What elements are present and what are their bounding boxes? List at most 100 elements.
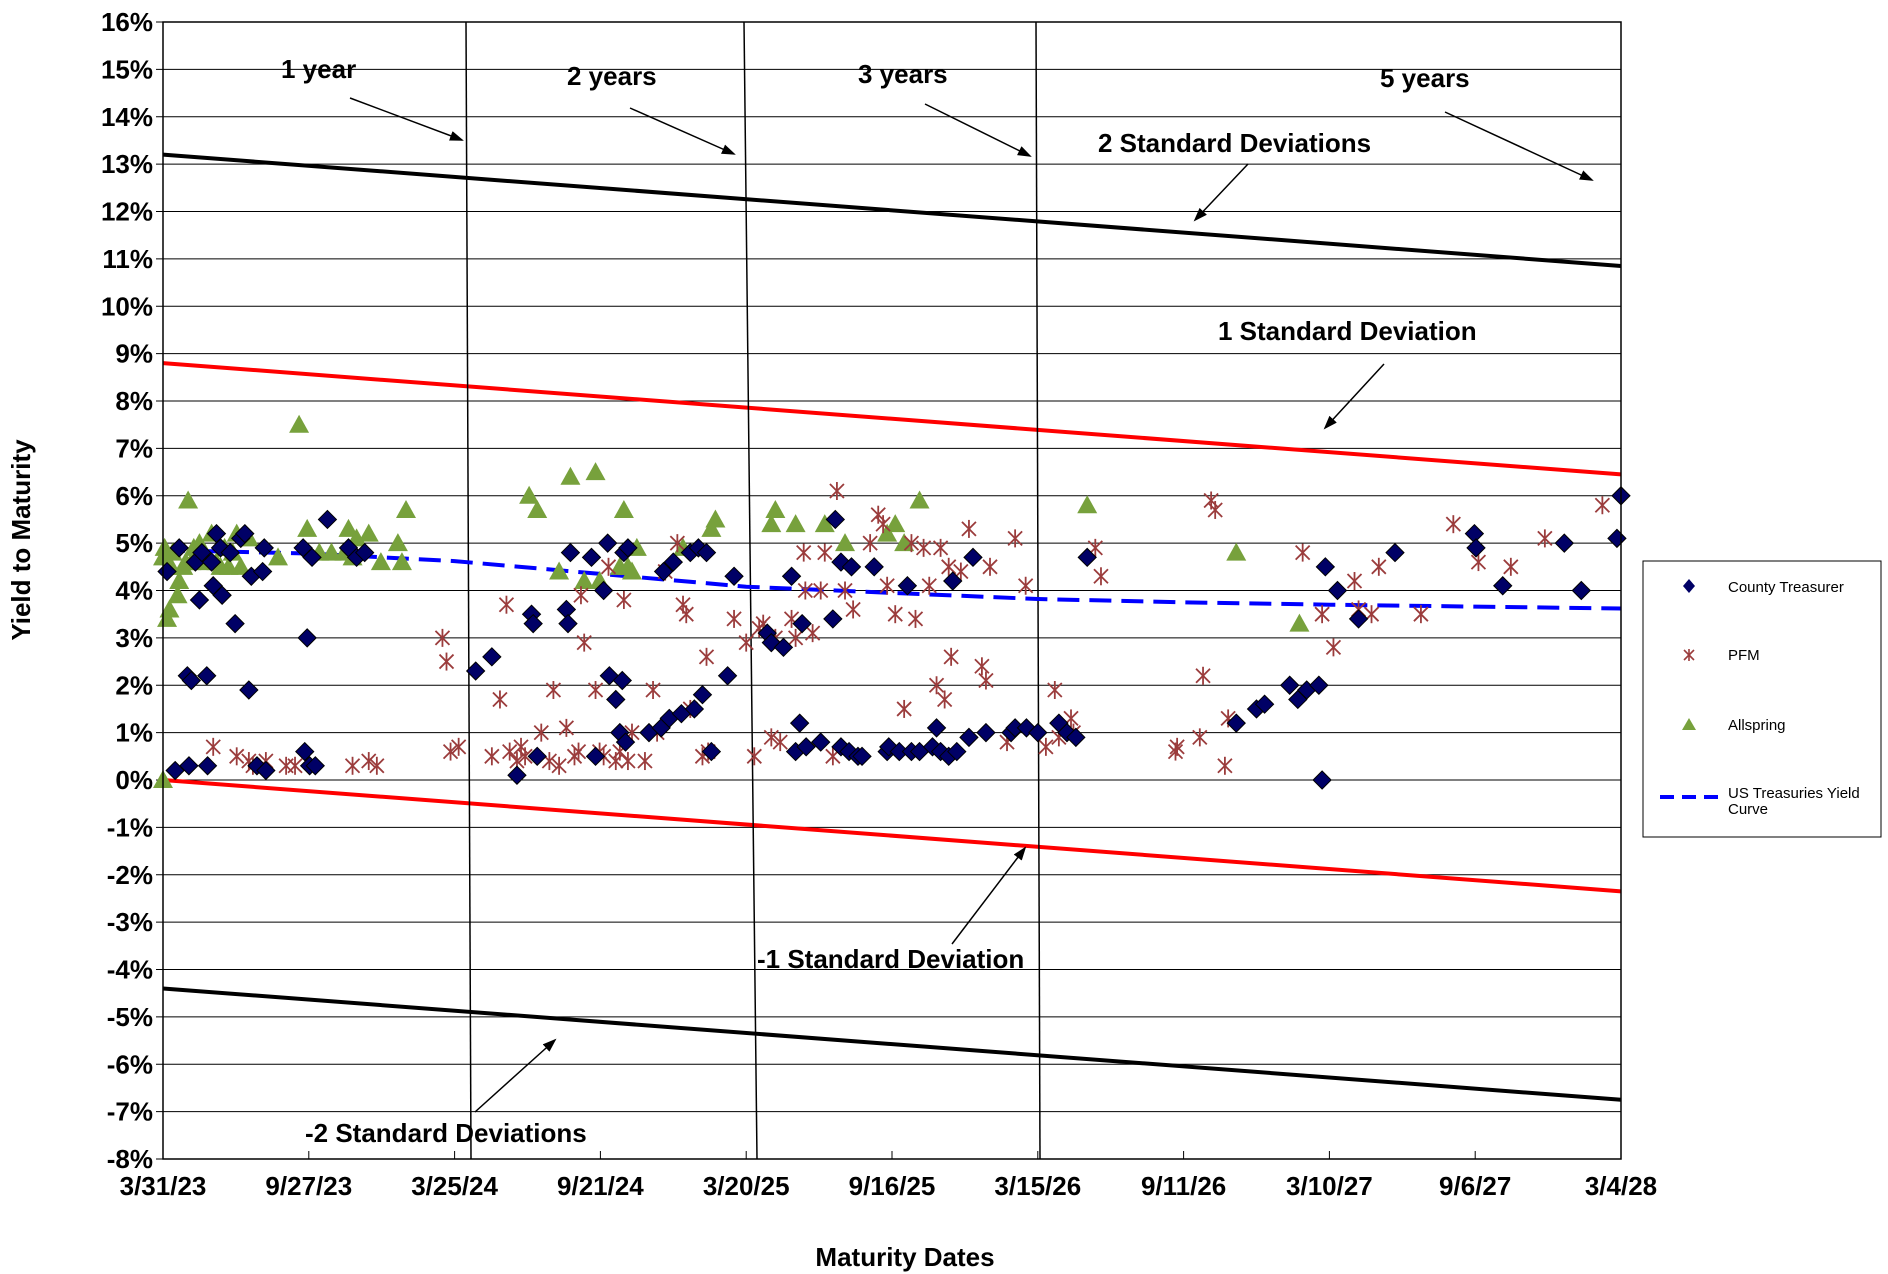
x-tick-label: 3/20/25 — [703, 1171, 790, 1201]
point-county-treasurer — [197, 756, 218, 776]
annotation-2-years: 2 years — [567, 61, 657, 91]
point-pfm — [502, 742, 518, 761]
point-pfm — [1195, 666, 1211, 685]
plot-frame — [162, 21, 1622, 1160]
point-county-treasurer — [943, 571, 963, 591]
point-allspring — [159, 599, 180, 618]
x-tick-label: 3/10/27 — [1286, 1171, 1373, 1201]
legend-label-treasury: US Treasuries Yield Curve — [1728, 785, 1864, 818]
point-county-treasurer — [1607, 528, 1627, 549]
point-pfm — [1295, 543, 1311, 562]
arrow-3-years — [924, 103, 1032, 157]
point-county-treasurer — [482, 647, 502, 667]
point-county-treasurer — [789, 713, 810, 733]
point-county-treasurer — [653, 561, 674, 582]
point-allspring — [527, 499, 548, 518]
point-pfm — [229, 747, 245, 766]
point-pfm — [1470, 553, 1487, 572]
point-pfm — [551, 756, 567, 775]
point-county-treasurer — [796, 737, 816, 757]
point-allspring — [396, 499, 416, 518]
maturity-markers — [465, 21, 1041, 1160]
point-county-treasurer — [527, 746, 547, 767]
annotations: 1 year 2 years 3 years 5 years 2 Standar… — [281, 54, 1594, 1148]
point-pfm — [907, 609, 924, 628]
point-pfm — [484, 747, 500, 766]
point-pfm — [1371, 557, 1387, 576]
point-allspring — [613, 499, 634, 518]
point-allspring — [1289, 613, 1310, 632]
point-pfm — [961, 519, 977, 538]
y-tick-label: 14% — [101, 102, 153, 132]
point-pfm — [1207, 500, 1223, 519]
point-pfm — [943, 647, 959, 666]
y-tick-label: 7% — [115, 433, 153, 463]
point-county-treasurer — [235, 523, 255, 544]
y-tick-label: 16% — [101, 7, 153, 37]
point-pfm — [669, 534, 685, 553]
band-line — [162, 152, 1622, 268]
point-county-treasurer — [297, 628, 317, 648]
point-pfm — [763, 728, 779, 747]
point-county-treasurer — [1385, 542, 1405, 563]
point-allspring — [621, 561, 642, 580]
point-county-treasurer — [1077, 547, 1097, 568]
point-pfm — [205, 737, 221, 756]
point-pfm — [438, 652, 455, 671]
point-pfm — [637, 752, 653, 771]
point-county-treasurer — [189, 590, 210, 610]
point-pfm — [921, 576, 937, 595]
y-tick-label: -3% — [107, 907, 153, 937]
band-line — [162, 361, 1622, 477]
y-tick-label: 1% — [115, 718, 153, 748]
point-allspring — [585, 462, 606, 481]
maturity-marker-line — [743, 21, 758, 1160]
y-tick-label: 5% — [115, 528, 153, 558]
point-allspring — [765, 499, 786, 518]
point-county-treasurer — [1309, 675, 1329, 695]
y-tick-label: 15% — [101, 54, 153, 84]
point-pfm — [361, 752, 377, 771]
point-allspring — [909, 490, 930, 509]
point-county-treasurer — [684, 699, 705, 719]
legend-marker-county-treasurer — [1683, 579, 1695, 593]
x-tick-label: 9/21/24 — [557, 1171, 644, 1201]
point-allspring — [835, 533, 856, 552]
band-line — [162, 986, 1622, 1102]
arrow-5-years — [1444, 111, 1594, 181]
point-pfm — [903, 534, 920, 553]
point-county-treasurer — [560, 542, 581, 563]
point-county-treasurer — [825, 509, 846, 530]
point-pfm — [1445, 515, 1461, 534]
point-pfm — [558, 718, 575, 737]
point-county-treasurer — [922, 737, 943, 757]
point-pfm — [1038, 737, 1054, 756]
maturity-marker-line — [1035, 21, 1041, 1160]
point-county-treasurer — [181, 670, 202, 691]
plot-border — [162, 21, 1622, 1160]
point-county-treasurer — [201, 552, 222, 572]
point-county-treasurer — [1466, 538, 1486, 558]
point-county-treasurer — [354, 542, 375, 563]
annotation-3-years: 3 years — [858, 59, 948, 89]
point-pfm — [787, 628, 804, 647]
point-pfm — [587, 680, 604, 699]
point-pfm — [570, 742, 587, 761]
point-pfm — [369, 756, 385, 775]
point-county-treasurer — [831, 737, 851, 757]
legend-label-allspring: Allspring — [1728, 717, 1786, 734]
arrow-2-years — [629, 107, 736, 155]
point-county-treasurer — [597, 533, 618, 553]
point-pfm — [796, 543, 812, 562]
point-pfm — [887, 605, 903, 624]
point-county-treasurer — [585, 746, 606, 767]
x-tick-label: 9/11/26 — [1141, 1171, 1226, 1201]
point-pfm — [498, 595, 515, 614]
point-county-treasurer — [317, 509, 338, 530]
point-county-treasurer — [1280, 675, 1300, 695]
point-county-treasurer — [305, 756, 325, 776]
point-county-treasurer — [811, 732, 831, 752]
point-county-treasurer — [169, 538, 189, 558]
point-pfm — [576, 633, 592, 652]
arrow-plus-2-sd — [1193, 163, 1249, 222]
